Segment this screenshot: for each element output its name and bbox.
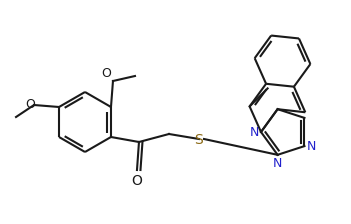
Text: O: O [132,174,143,188]
Text: N: N [273,157,282,170]
Text: S: S [194,133,203,147]
Text: N: N [250,125,259,138]
Text: O: O [101,67,111,80]
Text: O: O [25,97,35,110]
Text: N: N [306,140,316,153]
